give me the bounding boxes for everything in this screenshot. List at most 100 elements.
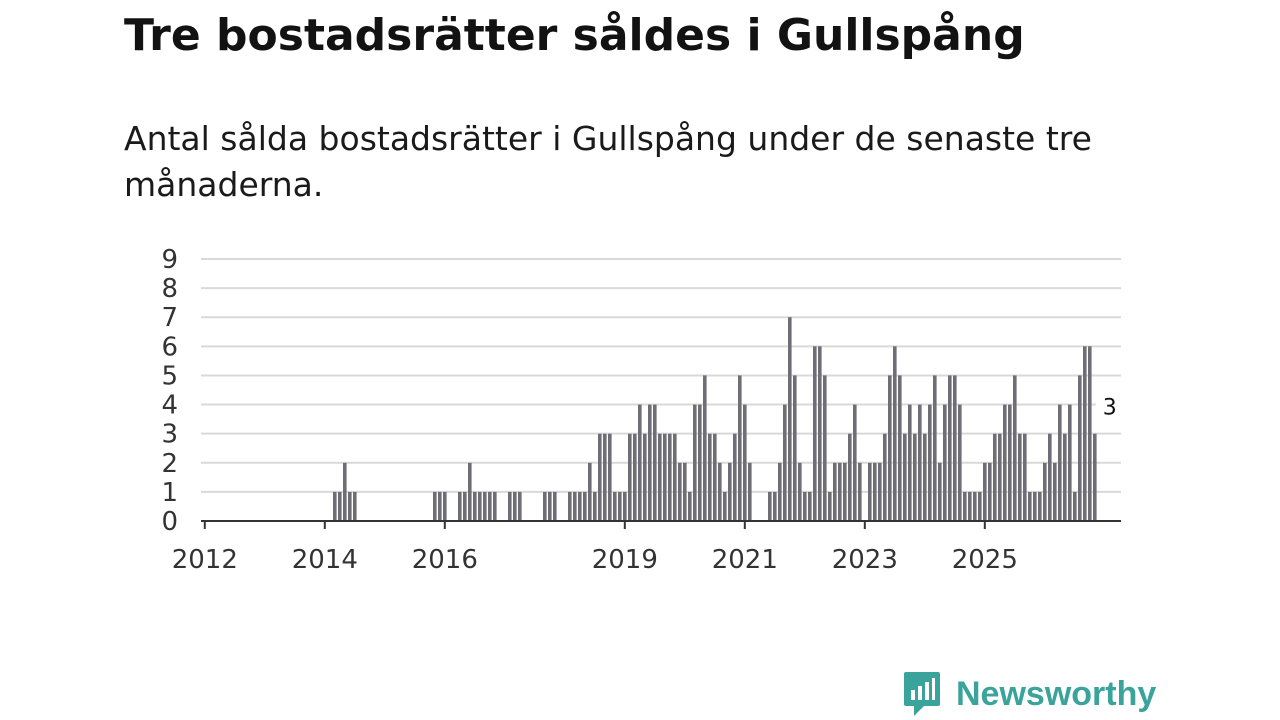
bar [1028, 491, 1032, 521]
bar [578, 491, 582, 521]
bar [593, 491, 597, 521]
bar [873, 462, 877, 521]
bar [1033, 491, 1037, 521]
bar [548, 491, 552, 521]
bar [1043, 462, 1047, 521]
bar [703, 375, 707, 521]
bar [858, 462, 862, 521]
bar [833, 462, 837, 521]
x-tick-label: 2019 [592, 545, 658, 575]
bar [698, 404, 702, 521]
bar [1063, 433, 1067, 521]
bar [998, 433, 1002, 521]
bar [543, 491, 547, 521]
bar [788, 317, 792, 521]
bar [638, 404, 642, 521]
y-tick-label: 4 [161, 391, 178, 421]
bar [1053, 462, 1057, 521]
bar [888, 375, 892, 521]
bar [973, 491, 977, 521]
bar [633, 433, 637, 521]
bar [883, 433, 887, 521]
x-tick-label: 2021 [712, 545, 778, 575]
y-tick-label: 5 [161, 361, 178, 391]
x-tick-label: 2016 [412, 545, 478, 575]
bar [1038, 491, 1042, 521]
bar [683, 462, 687, 521]
bar [798, 462, 802, 521]
bar [1093, 433, 1097, 521]
bar [823, 375, 827, 521]
bar [1018, 433, 1022, 521]
bar [918, 404, 922, 521]
bar [473, 491, 477, 521]
bar [1068, 404, 1072, 521]
x-tick-label: 2025 [952, 545, 1018, 575]
y-tick-label: 9 [161, 245, 178, 275]
chart-subtitle: Antal sålda bostadsrätter i Gullspång un… [124, 119, 1092, 204]
chart-title: Tre bostadsrätter såldes i Gullspång [124, 10, 1025, 61]
bar [1073, 491, 1077, 521]
bar [708, 433, 712, 521]
bar [733, 433, 737, 521]
bar [1083, 346, 1087, 521]
bar [983, 462, 987, 521]
bar [333, 491, 337, 521]
bar [1013, 375, 1017, 521]
bar [443, 491, 447, 521]
bar [828, 491, 832, 521]
newsworthy-logo: Newsworthy [902, 670, 1156, 718]
bars [333, 317, 1097, 521]
bar [573, 491, 577, 521]
bar [628, 433, 632, 521]
bar [963, 491, 967, 521]
bar [838, 462, 842, 521]
bar [648, 404, 652, 521]
bar [493, 491, 497, 521]
brand-name: Newsworthy [956, 674, 1157, 713]
bar [508, 491, 512, 521]
bar [553, 491, 557, 521]
bar [613, 491, 617, 521]
bar [793, 375, 797, 521]
bar [668, 433, 672, 521]
bar [868, 462, 872, 521]
bar [968, 491, 972, 521]
bar [843, 462, 847, 521]
y-tick-label: 2 [161, 449, 178, 479]
bar [713, 433, 717, 521]
x-tick-label: 2014 [292, 545, 358, 575]
gridlines [201, 258, 1121, 493]
bar [743, 404, 747, 521]
bar [663, 433, 667, 521]
bar [908, 404, 912, 521]
bar [738, 375, 742, 521]
newsworthy-logo-icon [904, 672, 940, 716]
y-tick-label: 7 [161, 303, 178, 333]
highlight-label: 3 [1095, 391, 1124, 422]
bar [923, 433, 927, 521]
bar [803, 491, 807, 521]
bar [953, 375, 957, 521]
bar [623, 491, 627, 521]
bar [458, 491, 462, 521]
bar [343, 462, 347, 521]
bar [653, 404, 657, 521]
bar [618, 491, 622, 521]
bar [728, 462, 732, 521]
y-tick-label: 6 [161, 332, 178, 362]
bar [643, 433, 647, 521]
bar [1023, 433, 1027, 521]
bar [943, 404, 947, 521]
bar [1088, 346, 1092, 521]
bar [433, 491, 437, 521]
bar [483, 491, 487, 521]
bar [783, 404, 787, 521]
bar [1078, 375, 1082, 521]
bar [518, 491, 522, 521]
bar [608, 433, 612, 521]
bar [853, 404, 857, 521]
bar [1008, 404, 1012, 521]
bar [718, 462, 722, 521]
bar [773, 491, 777, 521]
